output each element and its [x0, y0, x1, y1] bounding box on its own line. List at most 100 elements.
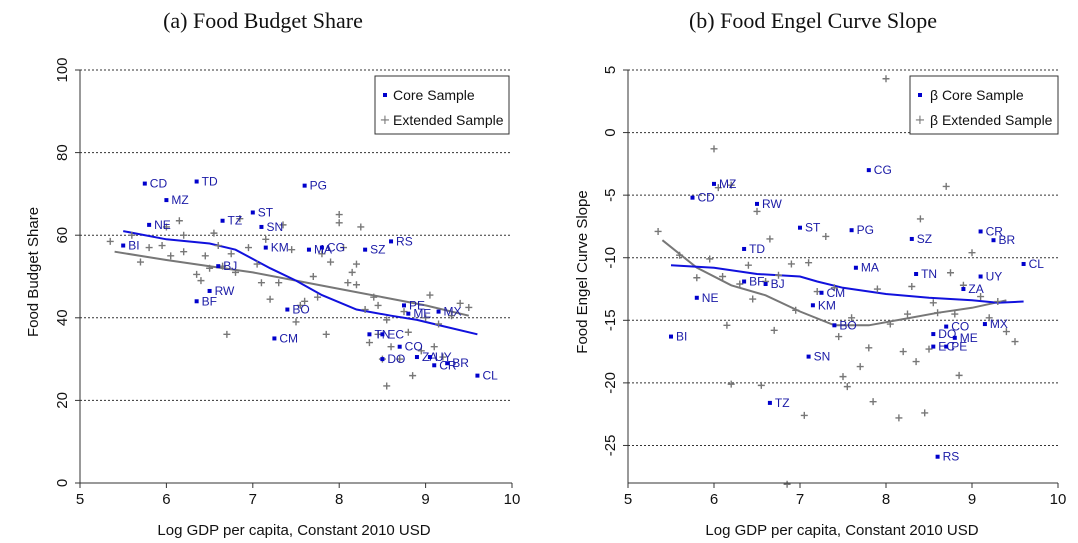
- panel-b-core-point: [931, 344, 936, 349]
- panel-b-extended-point: [839, 373, 847, 381]
- panel-a-core-point: [142, 181, 147, 186]
- panel-b-extended-point: [934, 309, 942, 317]
- panel-a-core-point: [121, 243, 126, 248]
- panel-a-legend-box: [374, 75, 510, 135]
- panel-a-x-tick-label: 6: [162, 491, 170, 508]
- panel-a-y-tick-label: 100: [54, 57, 71, 82]
- panel-a-x-tick-label: 5: [76, 491, 84, 508]
- panel-b-core-point: [944, 324, 949, 329]
- panel-a-y-tick-label: 80: [54, 144, 71, 161]
- panel-a-core-point-label: CM: [279, 331, 298, 345]
- panel-a-extended-point: [275, 279, 283, 287]
- panel-b-extended-point: [792, 306, 800, 314]
- panel-a-extended-point: [435, 320, 443, 328]
- panel-b-core-point: [935, 454, 940, 459]
- panel-b-core-point-label: CL: [1029, 257, 1045, 271]
- panel-a-extended-point: [322, 330, 330, 338]
- panel-b-core-point: [931, 332, 936, 337]
- panel-a-extended-point: [426, 291, 434, 299]
- panel-a-core-point-label: RW: [215, 284, 235, 298]
- panel-a-core-point: [414, 355, 419, 360]
- panel-a-x-tick-label: 7: [249, 491, 257, 508]
- panel-b-core-point: [763, 282, 768, 287]
- panel-b-extended-point: [783, 480, 791, 488]
- panel-b-core-point: [755, 201, 759, 206]
- panel-b-extended-point: [955, 371, 963, 379]
- panel-a-extended-point: [430, 343, 438, 351]
- panel-b-core-point: [742, 279, 747, 284]
- panel-b-extended-point: [873, 285, 881, 293]
- panel-b-extended-point: [916, 215, 924, 223]
- panel-b-legend: β Core Sample + β Extended Sample: [909, 75, 1059, 135]
- panel-b-core-point: [909, 236, 914, 241]
- panel-a-extended-point: [417, 347, 425, 355]
- panel-a-core-points: BICDNEMZTDBFRWBJTZSTSNKMCMBOPGMACGSZRSTN…: [121, 175, 498, 383]
- panel-a-core-point: [363, 247, 368, 252]
- panel-b-extended-point: [856, 363, 864, 371]
- panel-a-y-tick-label: 20: [54, 392, 71, 409]
- panel-a-core-point-label: MA: [314, 243, 332, 257]
- panel-a-core-point-label: CL: [482, 369, 498, 383]
- panel-a-extended-point: [232, 268, 240, 276]
- panel-a-core-point-label: PG: [310, 179, 327, 193]
- panel-b-core-point-label: CM: [827, 286, 846, 300]
- panel-b-core-point: [767, 400, 772, 405]
- panel-a-extended-point: [180, 248, 188, 256]
- panel-b-extended-point: [830, 284, 838, 292]
- panel-b-food-engel-curve-slope: (b) Food Engel Curve Slope Log GDP per c…: [574, 8, 1066, 539]
- panel-b-core-point-label: CO: [951, 320, 969, 334]
- panel-a-core-point: [259, 224, 264, 229]
- panel-a-core-point: [250, 210, 255, 215]
- panel-b-axes: -25 -20 -15 -10 -5 0 5 5 6 7 8 9 10: [602, 66, 1066, 508]
- panel-a-core-point-label: ST: [258, 205, 274, 219]
- panel-b-core-point-label: MA: [861, 261, 879, 275]
- panel-a-core-point: [263, 245, 268, 250]
- panel-a-core-point: [402, 303, 406, 308]
- panel-b-core-point-label: TZ: [775, 396, 790, 410]
- panel-a-extended-point: [266, 295, 274, 303]
- panel-b-core-point-label: BF: [749, 275, 764, 289]
- panel-a-extended-point: [253, 260, 261, 268]
- panel-b-extended-point: [770, 326, 778, 334]
- panel-b-extended-point: [912, 358, 920, 366]
- panel-a-core-point-label: BI: [128, 239, 139, 253]
- panel-b-core-point-label: CD: [698, 191, 716, 205]
- panel-b-extended-point: [753, 207, 761, 215]
- panel-b-core-point-label: TD: [749, 242, 765, 256]
- panel-a-extended-point: [279, 221, 287, 229]
- panel-b-core-point-label: MZ: [719, 177, 736, 191]
- panel-b-legend-extended-marker: +: [915, 113, 926, 128]
- panel-a-core-point-label: BO: [292, 303, 309, 317]
- panel-b-core-point-label: BI: [676, 330, 687, 344]
- panel-a-legend-core-label: Core Sample: [393, 87, 475, 103]
- panel-b-extended-point: [882, 75, 890, 83]
- panel-a-core-point-label: CD: [150, 177, 168, 191]
- panel-a-core-point-label: SZ: [370, 243, 385, 257]
- panel-a-extended-point: [158, 242, 166, 250]
- panel-b-extended-point: [822, 232, 830, 240]
- panel-a-extended-point: [227, 250, 235, 258]
- panel-a-extended-point: [340, 244, 348, 252]
- panel-b-core-point: [742, 246, 747, 251]
- panel-b-extended-point: [985, 314, 993, 322]
- panel-a-core-point-label: UY: [435, 350, 452, 364]
- panel-b-core-point: [1021, 261, 1026, 266]
- panel-b-core-point-label: ME: [960, 331, 978, 345]
- panel-a-title: (a) Food Budget Share: [163, 8, 363, 33]
- panel-b-core-point-label: PE: [951, 340, 967, 354]
- panel-a-extended-point: [383, 316, 391, 324]
- panel-b-core-point: [853, 265, 858, 270]
- panel-b-extended-point: [886, 320, 894, 328]
- panel-b-extended-point: [947, 269, 954, 277]
- panel-a-core-point: [216, 264, 221, 269]
- panel-b-y-tick-label: -5: [602, 188, 619, 201]
- panel-a-y-tick-label: 60: [54, 227, 71, 244]
- panel-a-core-point-label: CO: [405, 340, 423, 354]
- panel-a-extended-point: [145, 244, 153, 252]
- panel-a-legend-extended-marker: +: [380, 113, 391, 128]
- panel-b-core-point-label: RS: [943, 450, 960, 464]
- panel-b-extended-point: [714, 184, 722, 192]
- panel-a-extended-point: [370, 293, 378, 301]
- panel-a-core-point: [432, 363, 437, 368]
- panel-b-core-point-label: PG: [857, 223, 874, 237]
